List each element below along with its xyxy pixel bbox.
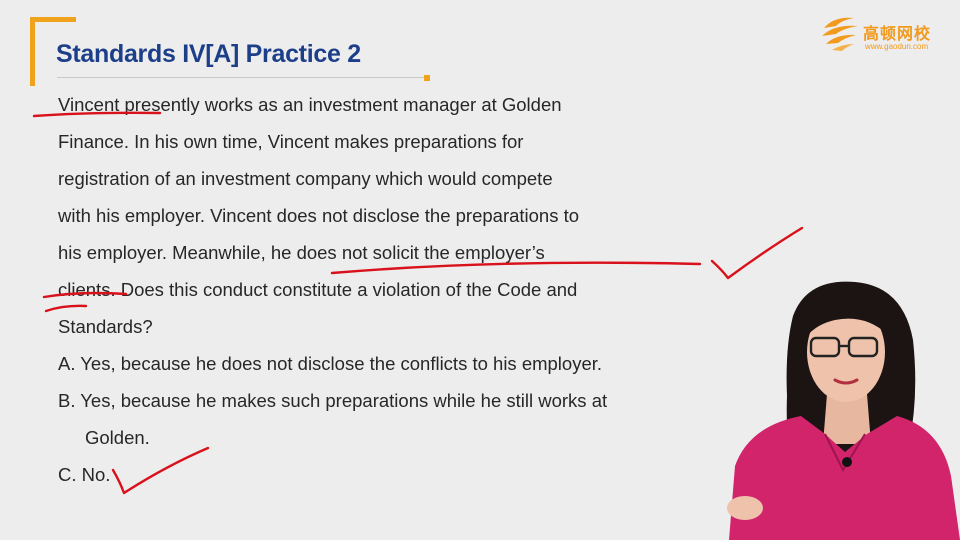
logo-chinese-name: 高顿网校 <box>863 24 932 43</box>
question-line: Vincent presently works as an investment… <box>58 94 562 115</box>
underline-does-not-solicit <box>330 261 702 275</box>
underline-clients <box>42 291 128 299</box>
underline-clients-tick <box>44 304 88 313</box>
presenter-microphone <box>842 457 852 467</box>
logo-url: www.gaodun.com <box>865 42 929 51</box>
underline-vincent <box>32 111 162 118</box>
option-b: B. Yes, because he makes such preparatio… <box>58 390 608 411</box>
question-block: Vincent presently works as an investment… <box>58 86 718 493</box>
gaodun-logo: 高顿网校 www.gaodun.com <box>820 14 948 56</box>
gaodun-wing-logo-icon <box>822 17 858 51</box>
question-line: his employer. Meanwhile, he does not sol… <box>58 242 545 263</box>
question-line: Finance. In his own time, Vincent makes … <box>58 131 524 152</box>
option-a: A. Yes, because he does not disclose the… <box>58 353 603 374</box>
title-bracket-horizontal <box>30 17 76 22</box>
presenter-shirt <box>729 416 960 540</box>
option-c: C. No. <box>58 464 111 485</box>
title-underline-rule <box>57 77 425 78</box>
question-line: Standards? <box>58 316 153 337</box>
presenter-neck <box>823 394 871 444</box>
title-rule-end-dot <box>424 75 430 81</box>
question-line: clients. Does this conduct constitute a … <box>58 279 578 300</box>
question-line: registration of an investment company wh… <box>58 168 553 189</box>
checkmark-solicit <box>710 226 804 280</box>
presenter-glasses <box>809 336 879 358</box>
presenter-video <box>727 281 960 540</box>
checkmark-option-c <box>111 446 210 495</box>
title-bracket-vertical <box>30 17 35 86</box>
option-b-continuation: Golden. <box>85 427 150 448</box>
question-line: with his employer. Vincent does not disc… <box>58 205 580 226</box>
presenter-face <box>807 302 885 402</box>
slide-title: Standards IV[A] Practice 2 <box>56 40 361 68</box>
